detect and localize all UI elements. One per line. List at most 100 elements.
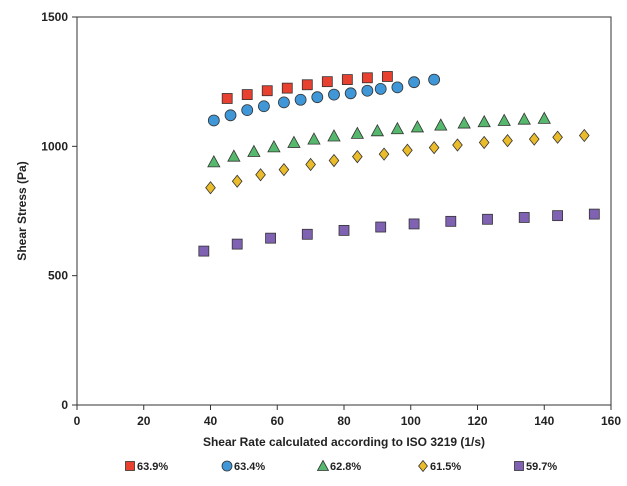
data-point <box>457 116 471 129</box>
data-point <box>578 128 590 143</box>
data-point <box>207 114 220 127</box>
x-tick-label: 100 <box>401 414 421 428</box>
legend-label: 63.9% <box>137 461 168 473</box>
data-point <box>552 210 563 222</box>
data-point <box>241 104 254 117</box>
x-tick-label: 20 <box>137 414 151 428</box>
x-axis-title: Shear Rate calculated according to ISO 3… <box>203 435 485 449</box>
data-point <box>224 109 237 122</box>
x-tick-label: 160 <box>601 414 621 428</box>
data-point <box>294 93 307 106</box>
data-point <box>341 74 353 85</box>
data-point <box>428 73 441 86</box>
data-point <box>588 208 600 220</box>
y-axis-ticks: 0 500 1000 1500 <box>41 10 77 412</box>
data-point <box>328 88 340 101</box>
series-634 <box>207 73 441 127</box>
data-point <box>321 76 333 88</box>
data-point <box>278 162 290 177</box>
data-point <box>207 155 221 168</box>
data-point <box>370 123 385 137</box>
data-point <box>452 138 463 152</box>
data-point <box>301 228 313 240</box>
data-point <box>255 168 266 182</box>
data-point <box>231 174 243 188</box>
data-point <box>227 149 241 162</box>
data-point <box>328 153 340 168</box>
legend-marker <box>514 461 524 471</box>
series-615 <box>205 128 590 195</box>
data-point <box>287 135 301 148</box>
data-point <box>445 215 457 227</box>
data-point <box>261 85 273 97</box>
data-points <box>198 71 600 257</box>
data-point <box>402 143 413 157</box>
data-point <box>198 245 210 257</box>
data-point <box>477 114 491 128</box>
series-597 <box>198 208 600 257</box>
data-point <box>265 232 276 244</box>
data-point <box>257 100 270 113</box>
data-point <box>381 71 393 82</box>
data-point <box>410 120 425 133</box>
data-point <box>502 134 513 148</box>
data-point <box>390 121 405 135</box>
legend-label: 59.7% <box>526 461 557 473</box>
data-point <box>221 93 233 104</box>
data-point <box>205 181 216 195</box>
data-point <box>482 213 493 225</box>
data-point <box>408 76 420 89</box>
data-point <box>247 144 261 157</box>
legend-label: 61.5% <box>430 461 461 473</box>
data-point <box>361 72 373 84</box>
data-point <box>301 79 313 91</box>
data-point <box>408 218 420 230</box>
data-point <box>305 157 316 172</box>
data-point <box>537 111 551 124</box>
data-point <box>281 82 293 94</box>
y-tick-label: 1500 <box>41 10 68 24</box>
data-point <box>278 96 290 109</box>
y-tick-label: 1000 <box>41 139 68 153</box>
data-point <box>428 140 440 155</box>
y-tick-label: 0 <box>61 398 68 412</box>
legend: 63.9% 63.4% 62.8% 61.5% 59.7% <box>125 459 557 473</box>
data-point <box>375 221 387 233</box>
data-point <box>311 91 324 104</box>
data-point <box>350 126 365 139</box>
data-point <box>378 147 390 161</box>
data-point <box>517 112 531 125</box>
y-axis-title: Shear Stress (Pa) <box>15 161 29 260</box>
x-tick-label: 80 <box>337 414 351 428</box>
data-point <box>528 132 540 146</box>
data-point <box>497 113 511 126</box>
legend-label: 63.4% <box>234 461 265 473</box>
data-point <box>241 89 253 100</box>
x-tick-label: 0 <box>74 414 81 428</box>
y-tick-label: 500 <box>48 269 68 283</box>
legend-label: 62.8% <box>330 461 361 473</box>
data-point <box>267 140 281 153</box>
series-639 <box>221 71 393 104</box>
series-628 <box>207 111 551 168</box>
data-point <box>344 87 357 100</box>
data-point <box>307 132 321 145</box>
legend-marker <box>418 459 428 473</box>
data-point <box>552 130 563 144</box>
data-point <box>374 83 387 95</box>
legend-marker <box>221 460 233 472</box>
x-tick-label: 40 <box>204 414 218 428</box>
data-point <box>352 150 363 164</box>
data-point <box>518 212 530 223</box>
data-point <box>478 135 490 150</box>
legend-marker <box>125 461 135 471</box>
data-point <box>391 81 404 94</box>
x-axis-ticks: 0 20 40 60 80 100 120 140 160 <box>74 405 621 428</box>
legend-marker <box>316 459 330 471</box>
data-point <box>338 224 350 236</box>
x-tick-label: 120 <box>467 414 487 428</box>
x-tick-label: 140 <box>534 414 554 428</box>
data-point <box>327 129 341 142</box>
